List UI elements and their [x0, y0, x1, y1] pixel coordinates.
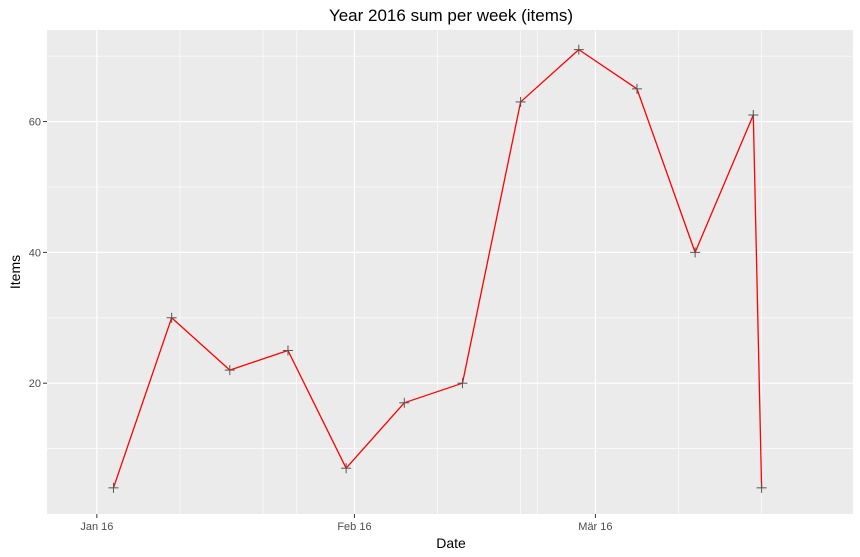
- chart-title: Year 2016 sum per week (items): [329, 6, 573, 25]
- data-point-plus-marker: [108, 482, 119, 493]
- x-axis-title: Date: [436, 535, 466, 551]
- data-point-plus-marker: [341, 463, 352, 474]
- data-point-plus-marker: [166, 312, 177, 323]
- data-point-plus-marker: [515, 96, 526, 107]
- data-point-plus-marker: [457, 378, 468, 389]
- y-axis-title: Items: [7, 255, 23, 289]
- data-point-plus-marker: [748, 110, 759, 121]
- data-point-plus-marker: [224, 365, 235, 376]
- data-point-plus-marker: [756, 482, 767, 493]
- data-point-plus-marker: [631, 83, 642, 94]
- y-tick-label: 60: [29, 117, 41, 129]
- plot-panel: [47, 30, 853, 514]
- x-tick-label: Jan 16: [80, 521, 113, 533]
- y-tick-label: 20: [29, 378, 41, 390]
- x-tick-label: Mär 16: [578, 521, 612, 533]
- data-point-plus-marker: [399, 397, 410, 408]
- axis-ticks: 20 40 60 Jan 16 Feb 16 Mär 16: [29, 117, 613, 533]
- y-tick-label: 40: [29, 247, 41, 259]
- data-point-plus-marker: [690, 247, 701, 258]
- x-tick-label: Feb 16: [337, 521, 371, 533]
- data-point-plus-marker: [282, 345, 293, 356]
- data-point-plus-marker: [573, 44, 584, 55]
- gridlines: [47, 30, 853, 514]
- series-layer: [108, 44, 767, 493]
